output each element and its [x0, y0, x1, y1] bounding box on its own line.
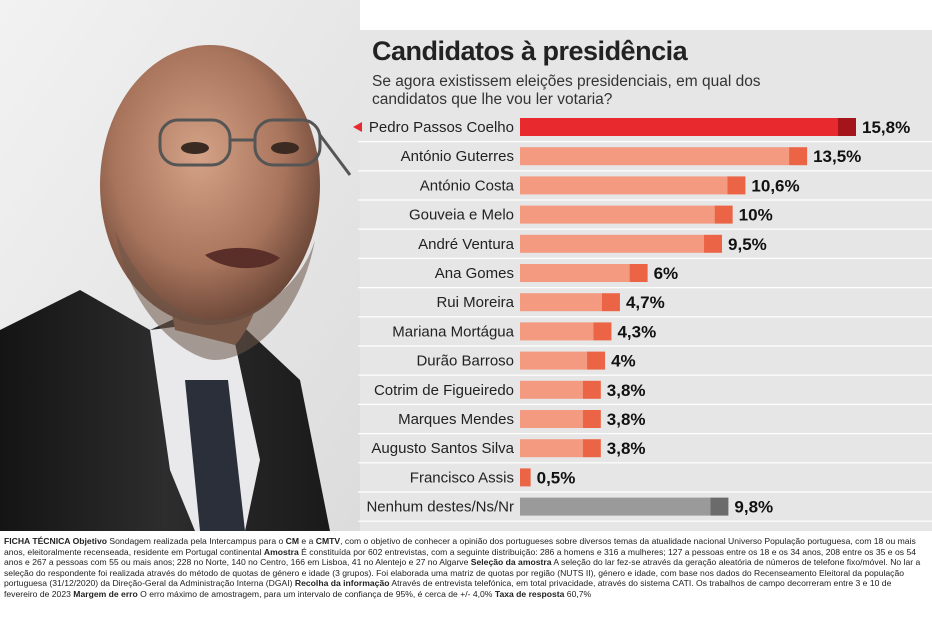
category-label: Marques Mendes	[398, 411, 514, 428]
value-label: 6%	[654, 264, 679, 283]
highlight-arrow-icon	[353, 122, 362, 132]
value-label: 9,5%	[728, 235, 767, 254]
category-label: António Costa	[420, 177, 515, 194]
technical-notes: FICHA TÉCNICA Objetivo Sondagem realizad…	[4, 536, 926, 600]
bar-tip-5	[629, 264, 648, 282]
value-label: 10,6%	[751, 176, 799, 195]
bar-10	[520, 410, 583, 428]
bar-11	[520, 439, 583, 458]
category-label: Nenhum destes/Ns/Nr	[366, 499, 514, 516]
bar-tip-1	[789, 147, 808, 166]
bar-13	[520, 497, 711, 516]
footer-text: Através de entrevista telefónica, em tot…	[4, 578, 892, 599]
bar-6	[520, 293, 602, 312]
footer-text: 60,7%	[564, 588, 592, 599]
chart-subtitle: Se agora existissem eleições presidencia…	[372, 73, 761, 108]
bar-8	[520, 351, 588, 370]
category-label: Durão Barroso	[416, 353, 514, 370]
footer-heading: Margem de erro	[73, 588, 138, 599]
value-label: 0,5%	[537, 468, 576, 487]
category-label: André Ventura	[418, 236, 515, 253]
footer-heading: Amostra	[263, 546, 299, 557]
bar-tip-2	[727, 176, 746, 195]
bar-tip-11	[582, 439, 601, 458]
bar-0	[520, 118, 838, 136]
value-label: 4%	[611, 352, 636, 371]
category-label: António Guterres	[401, 148, 514, 165]
footer-text: e a	[299, 536, 316, 546]
footer-text: É constituída por 602 entrevistas, com a…	[4, 546, 916, 568]
footer-heading: Objetivo	[72, 536, 110, 546]
value-label: 10%	[739, 206, 773, 225]
value-label: 13,5%	[813, 147, 861, 166]
footer-heading: CM	[285, 536, 300, 546]
bar-tip-3	[714, 205, 733, 224]
value-label: 3,8%	[607, 439, 646, 458]
bar-1	[520, 147, 790, 166]
bar-tip-10	[582, 410, 601, 428]
value-label: 15,8%	[862, 118, 910, 137]
bar-tip-4	[704, 234, 723, 253]
bar-9	[520, 380, 583, 399]
bar-tip-12	[520, 468, 531, 487]
category-label: Pedro Passos Coelho	[369, 119, 514, 136]
bar-tip-13	[710, 497, 729, 516]
category-label: Augusto Santos Silva	[371, 440, 514, 457]
footer-heading: Seleção da amostra	[470, 557, 552, 568]
value-label: 3,8%	[607, 410, 646, 429]
bar-tip-7	[593, 322, 612, 341]
footer-heading: Recolha da informação	[294, 578, 390, 589]
footer-text: O erro máximo de amostragem, para um int…	[137, 588, 495, 599]
value-label: 4,3%	[617, 322, 656, 341]
bar-3	[520, 205, 715, 224]
footer-text: A seleção do lar fez-se através da geraç…	[4, 557, 921, 589]
footer-text: , com o objetivo de conhecer a opinião d…	[4, 536, 916, 557]
category-label: Rui Moreira	[436, 294, 514, 311]
bar-7	[520, 322, 594, 341]
bar-tip-6	[601, 293, 620, 312]
footer-heading: FICHA TÉCNICA	[4, 536, 73, 546]
footer-text: Sondagem realizada pela Intercampus para…	[109, 536, 286, 546]
category-label: Mariana Mortágua	[392, 323, 514, 340]
footer-heading: Taxa de resposta	[494, 588, 565, 599]
category-label: Cotrim de Figueiredo	[374, 382, 514, 399]
bar-5	[520, 264, 630, 282]
bar-chart: Pedro Passos Coelho 15,8% António Guterres…	[353, 118, 932, 522]
category-label: Ana Gomes	[435, 265, 514, 282]
category-label: Francisco Assis	[410, 469, 514, 486]
bar-tip-9	[582, 380, 601, 399]
bar-tip-8	[587, 351, 606, 370]
bar-tip-0	[838, 118, 856, 136]
value-label: 4,7%	[626, 293, 665, 312]
chart-title: Candidatos à presidência	[372, 36, 688, 66]
value-label: 3,8%	[607, 381, 646, 400]
category-label: Gouveia e Melo	[409, 207, 514, 224]
value-label: 9,8%	[734, 498, 773, 517]
portrait-photo	[0, 0, 360, 531]
bar-4	[520, 234, 705, 253]
footer-heading: CMTV	[315, 536, 341, 546]
bar-2	[520, 176, 728, 195]
